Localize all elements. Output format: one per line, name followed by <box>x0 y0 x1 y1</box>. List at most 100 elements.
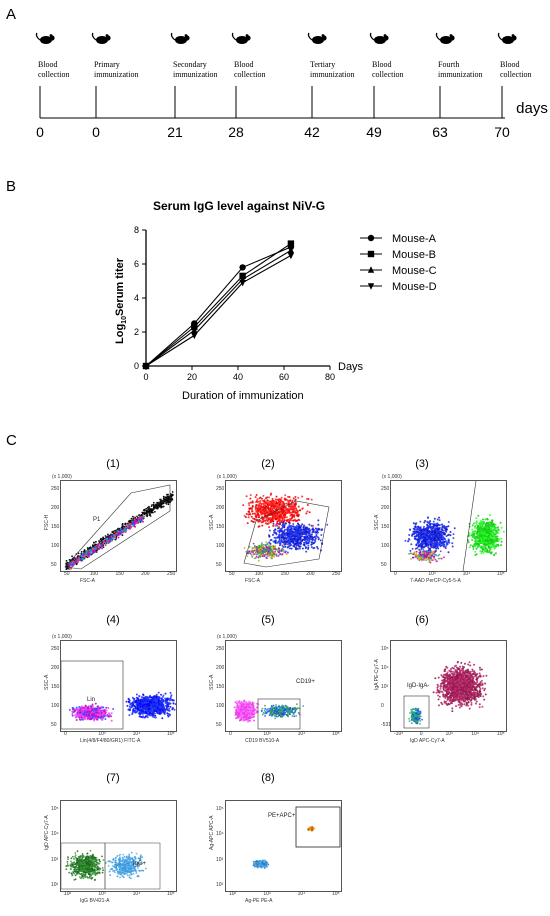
legend-marker <box>367 234 375 242</box>
flow-y-tick: 0 <box>381 703 384 709</box>
flow-y-tick: 200 <box>216 505 225 511</box>
legend-label: Mouse-A <box>392 233 437 245</box>
flow-x-tick: 10² <box>64 891 72 897</box>
timeline <box>35 32 517 119</box>
flow-plot-number: (6) <box>415 614 429 626</box>
panel-label-a: A <box>6 6 17 23</box>
flow-x-tick: 10³ <box>98 891 106 897</box>
timeline-event-label-line: Tertiary <box>310 60 336 69</box>
flow-y-tick: 10⁵ <box>216 806 224 812</box>
y-tick-label: 6 <box>134 259 139 269</box>
panel-label-c: C <box>6 432 17 449</box>
flow-plot-8: PE+APC+ <box>225 800 342 892</box>
data-point-mouse-c <box>287 246 295 254</box>
flow-y-tick: 10³ <box>381 684 389 690</box>
flow-plot-6: IgD-IgA- <box>390 640 507 732</box>
timeline-event-label-line: immunization <box>94 70 139 79</box>
flow-x-tick: 250 <box>167 571 176 577</box>
timeline-day-label: 49 <box>366 124 382 140</box>
mouse-icon <box>91 32 111 44</box>
panel-label-b: B <box>6 178 17 195</box>
timeline-event-label-line: Fourth <box>438 60 460 69</box>
flow-y-tick: 250 <box>216 646 225 652</box>
flow-plot-3 <box>390 480 507 572</box>
flow-x-tick: 10⁴ <box>297 731 306 737</box>
flow-plot-number: (1) <box>106 458 120 470</box>
timeline-event-label: Secondary immunization <box>173 60 217 80</box>
gate-label: Lin <box>87 697 96 703</box>
timeline-event-label-line: collection <box>372 70 404 79</box>
flow-y-tick: 10² <box>51 882 59 888</box>
flow-x-tick: 10⁴ <box>132 731 141 737</box>
gate-label: IgD-IgA- <box>407 683 430 689</box>
flow-x-tick: 10² <box>229 891 237 897</box>
flow-axis-scale: (x 1,000) <box>52 634 72 640</box>
flow-x-tick: 0 <box>394 571 397 577</box>
timeline-event-label: Blood collection <box>372 60 404 80</box>
x-axis-unit: Days <box>338 361 364 373</box>
flow-y-tick: 10⁵ <box>51 806 59 812</box>
flow-x-tick: 10⁵ <box>167 731 175 737</box>
x-tick-label: 60 <box>279 372 289 382</box>
flow-plot-number: (5) <box>261 614 275 626</box>
x-tick-label: 20 <box>187 372 197 382</box>
timeline-day-label: 0 <box>92 124 100 140</box>
flow-y-tick: 100 <box>381 543 390 549</box>
flow-x-tick: 150 <box>280 571 289 577</box>
flow-x-tick: 10³ <box>98 731 106 737</box>
series-line-mouse-d <box>145 255 292 367</box>
flow-y-axis-label: IgA PE-Cy7-A <box>374 658 380 690</box>
flow-x-tick: 10⁵ <box>167 891 175 897</box>
flow-x-tick: 10⁵ <box>497 571 505 577</box>
flow-x-tick: 200 <box>306 571 315 577</box>
legend-label: Mouse-D <box>392 281 437 293</box>
series-line-mouse-a <box>145 246 292 367</box>
mouse-icon <box>497 32 517 44</box>
flow-x-axis-label: Ag-PE PE-A <box>245 898 273 904</box>
x-tick-label: 0 <box>143 372 148 382</box>
timeline-event-label-line: collection <box>500 70 532 79</box>
flow-x-axis-label: IgD APC-Cy7-A <box>410 738 445 744</box>
flow-y-tick: 250 <box>216 486 225 492</box>
gate-label: CD19+ <box>296 679 315 685</box>
y-tick-label: 4 <box>134 293 139 303</box>
flow-x-tick: 0 <box>64 731 67 737</box>
timeline-event-label: Blood collection <box>234 60 266 80</box>
timeline-day-label: 42 <box>304 124 320 140</box>
timeline-event-label: Blood collection <box>500 60 532 80</box>
gate-label: IgG+ <box>133 861 147 867</box>
flow-y-tick: -531 <box>381 722 392 728</box>
timeline-event-label-line: Blood <box>372 60 392 69</box>
y-axis-label: Log10Serum titer <box>114 257 129 344</box>
flow-plot-number: (4) <box>106 614 120 626</box>
flow-y-tick: 200 <box>381 505 390 511</box>
mouse-icon <box>435 32 455 44</box>
timeline-event-label-line: immunization <box>438 70 483 79</box>
flow-x-axis-label: FSC-A <box>245 578 260 584</box>
data-point-mouse-b <box>287 240 295 247</box>
flow-y-tick: 250 <box>51 486 60 492</box>
flow-x-tick: 0 <box>419 731 423 737</box>
timeline-event-label-line: immunization <box>173 70 218 79</box>
flow-y-axis-label: IgD APC-Cy7-A <box>44 814 50 850</box>
flow-x-tick: 10³ <box>445 731 453 737</box>
flow-y-tick: 50 <box>51 562 57 568</box>
flow-y-tick: 10² <box>216 882 224 888</box>
flow-y-tick: 50 <box>381 562 387 568</box>
flow-y-tick: 10⁴ <box>51 831 59 838</box>
flow-y-tick: 100 <box>51 703 60 709</box>
flow-y-tick: 200 <box>51 665 60 671</box>
legend-marker <box>367 250 375 258</box>
flow-y-tick: 50 <box>216 722 222 728</box>
mouse-icon <box>369 32 389 44</box>
mouse-icon <box>231 32 251 44</box>
series-line-mouse-c <box>145 249 292 367</box>
flow-axis-scale: (x 1,000) <box>382 474 402 480</box>
flow-x-axis-label: FSC-A <box>80 578 95 584</box>
legend-label: Mouse-C <box>392 265 437 277</box>
flow-y-tick: 10⁴ <box>216 831 224 838</box>
timeline-event-label-line: Secondary <box>173 60 207 69</box>
flow-plot-4: Lin <box>60 640 177 732</box>
flow-x-tick: 250 <box>332 571 341 577</box>
chart-title: Serum IgG level against NiV-G <box>153 199 326 213</box>
